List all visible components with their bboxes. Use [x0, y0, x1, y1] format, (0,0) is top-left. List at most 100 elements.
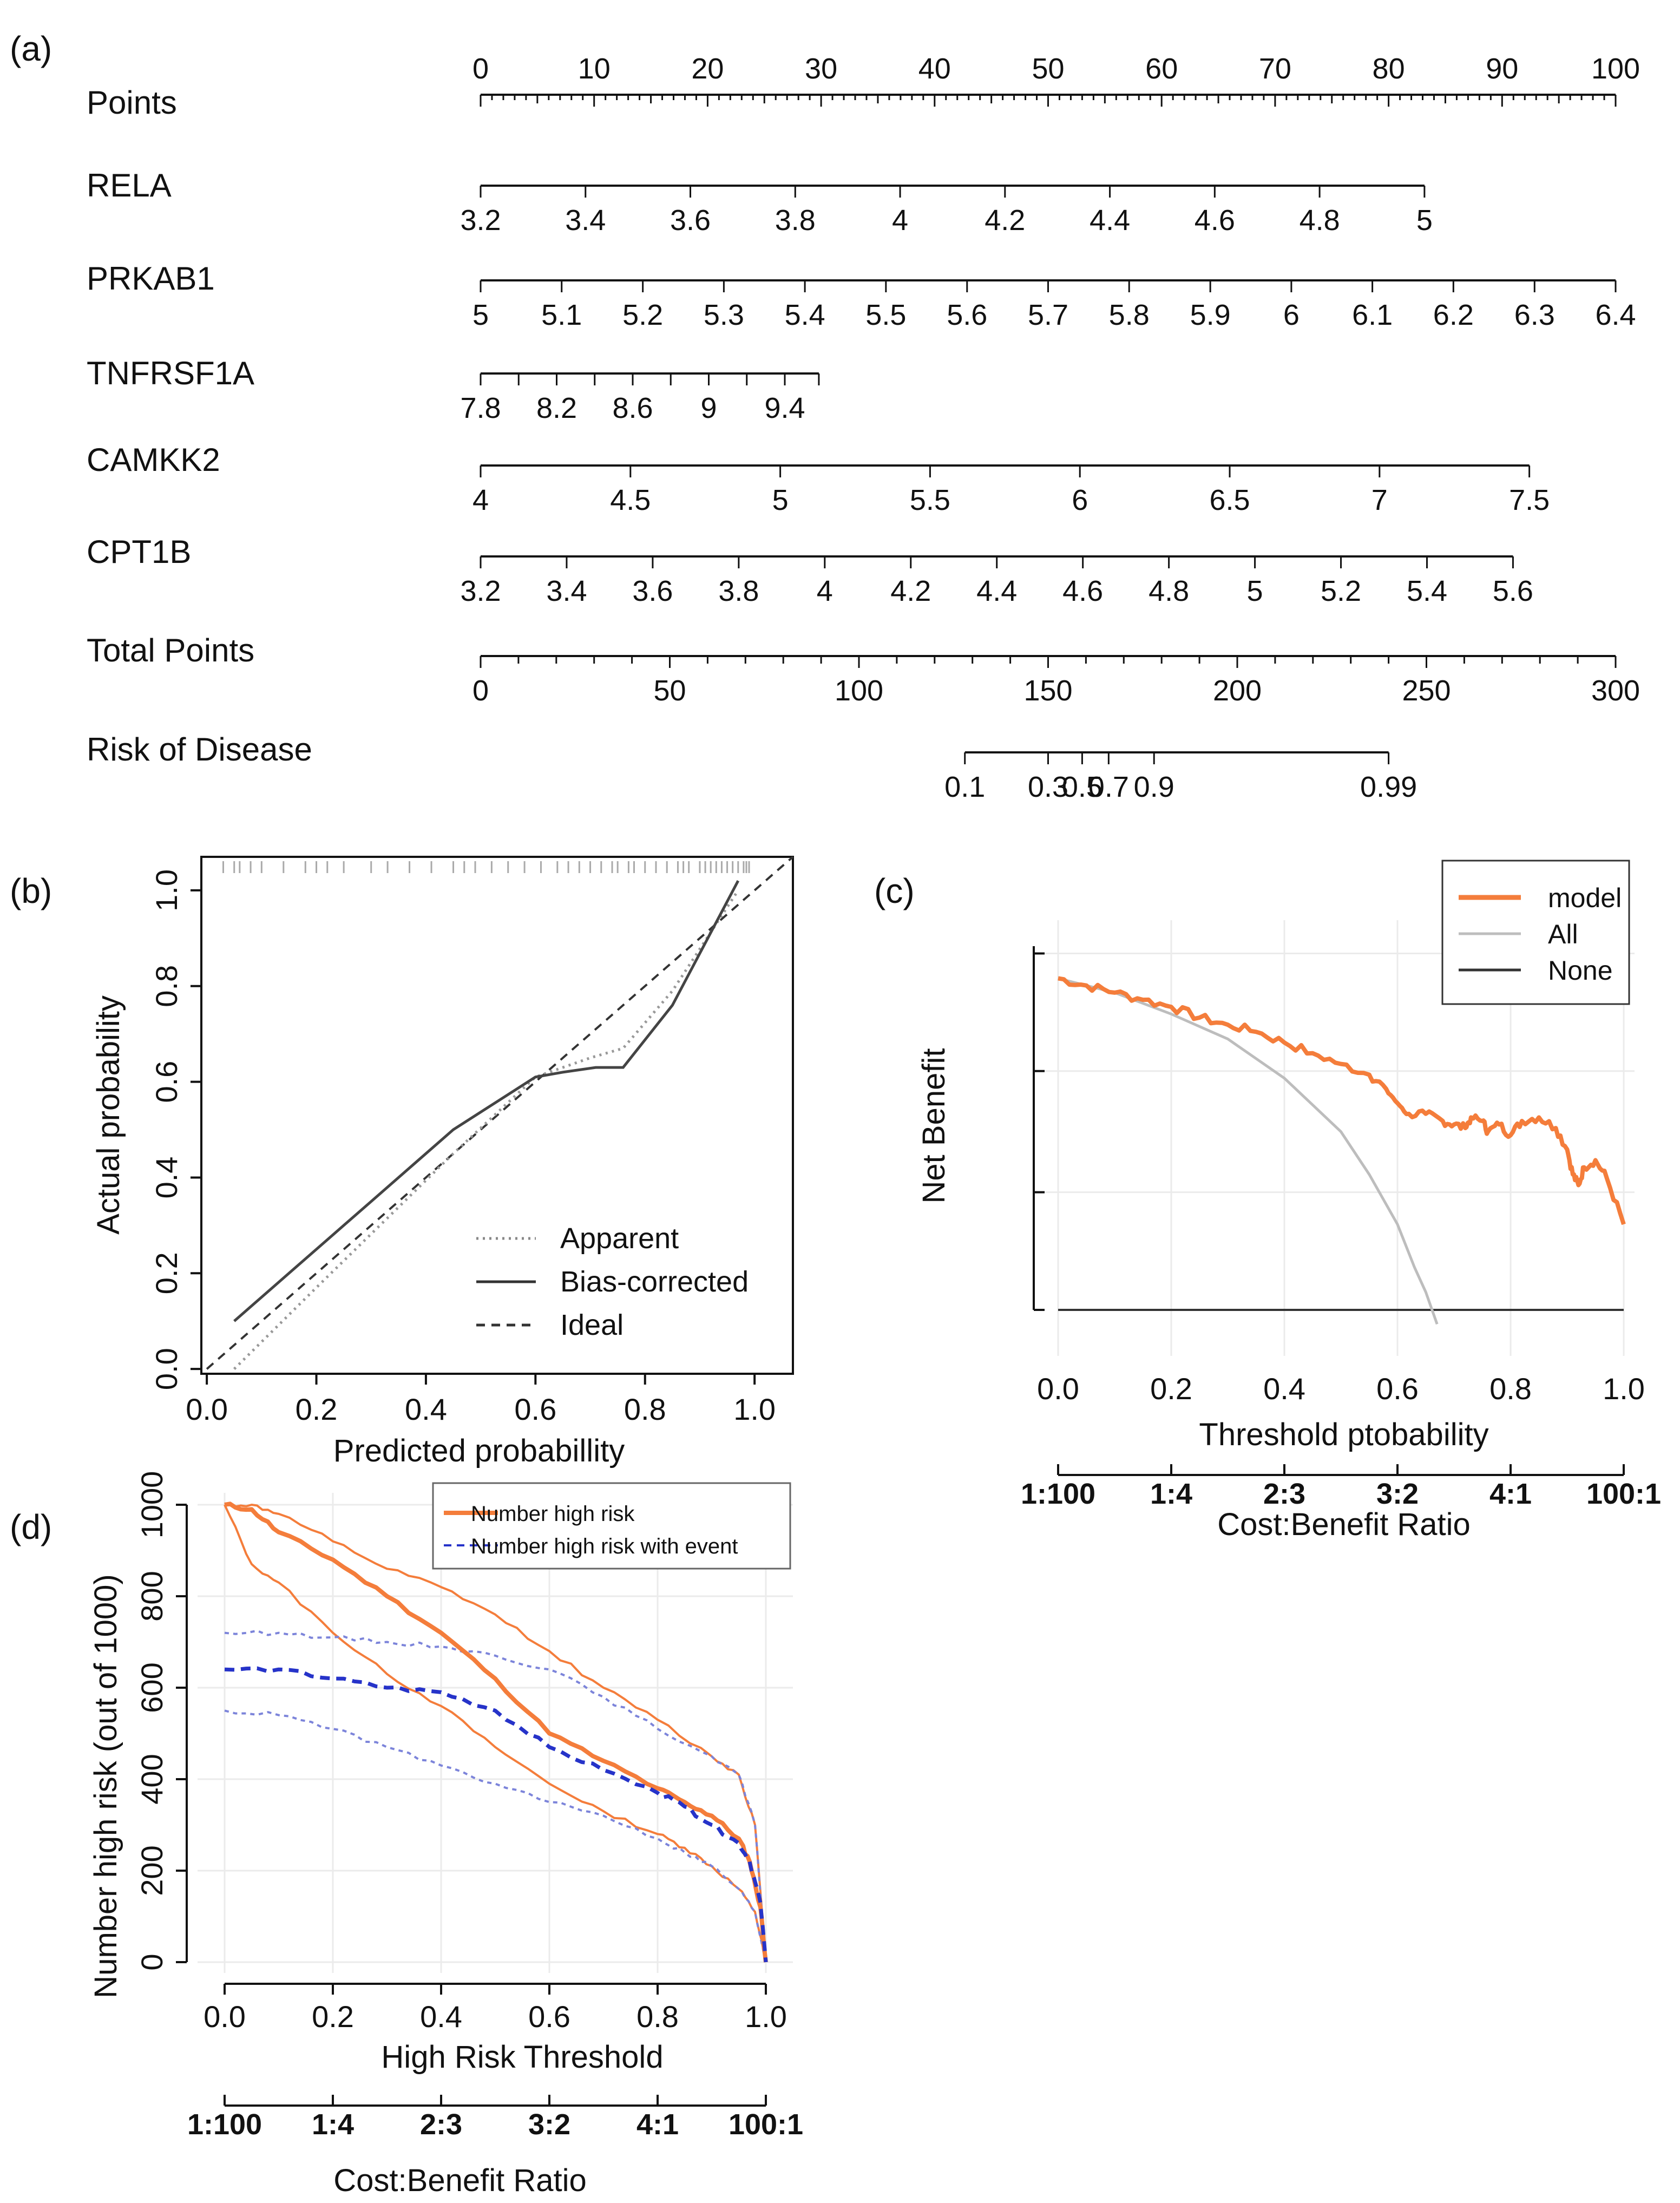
nomogram-tick-label: 60 [1145, 53, 1178, 85]
legend-none-label: None [1548, 955, 1613, 986]
nomogram-tick-label: 5 [1416, 204, 1433, 237]
nomogram-tick-label: 6.5 [1209, 484, 1250, 516]
nomogram-tick-label: 70 [1259, 53, 1291, 85]
nomogram-tick-label: 10 [578, 53, 611, 85]
nomogram-tick-label: 8.6 [612, 392, 653, 424]
panel-label-c: (c) [874, 871, 915, 910]
nomogram-tick-label: 0.3 [1028, 771, 1068, 803]
nomogram-tick-label: 5.6 [1493, 575, 1533, 607]
nomogram-tick-label: 6 [1283, 299, 1300, 331]
dca-x-ticks: 0.0 0.2 0.4 0.6 0.8 1.0 [1037, 1372, 1645, 1406]
nomogram-tick-label: 4 [892, 204, 908, 237]
x-tick-label: 0.4 [405, 1392, 447, 1426]
nomogram-tick-label: 4 [817, 575, 833, 607]
legend-high-risk-label: Number high risk [471, 1502, 635, 1526]
y-tick-label: 200 [135, 1845, 169, 1896]
ratio-tick-label: 1:100 [1021, 1478, 1095, 1510]
x-tick-label: 0.6 [528, 1999, 570, 2034]
nomogram-tick-label: 6.4 [1595, 299, 1636, 331]
high-risk-event-line [224, 1666, 768, 1963]
x-tick-label: 0.8 [636, 1999, 679, 2034]
nomogram-tick-label: 9.4 [764, 392, 805, 424]
nomogram-tick-label: 4.6 [1062, 575, 1103, 607]
x-tick-label: 0.4 [420, 1999, 462, 2034]
nomogram-tick-label: 5.5 [910, 484, 950, 516]
nomogram-tick-label: 8.2 [536, 392, 577, 424]
x-tick-label: 0.8 [1489, 1372, 1532, 1406]
ideal-line [206, 856, 794, 1370]
nomogram-tick-label: 5.3 [704, 299, 744, 331]
nomogram-tick-label: 0 [472, 53, 489, 85]
nomogram-row-name: CPT1B [87, 534, 191, 570]
cic-ratio-axis: 1:100 1:4 2:3 3:2 4:1 100:1 [187, 2095, 803, 2141]
calibration-y-label: Actual probability [91, 995, 126, 1235]
nomogram-tick-label: 4.2 [890, 575, 931, 607]
nomogram-tick-label: 3.8 [718, 575, 759, 607]
cic-x-label: High Risk Threshold [381, 2040, 663, 2075]
calibration-x-label: Predicted probabillity [333, 1433, 625, 1468]
ratio-tick-label: 1:4 [1150, 1478, 1192, 1510]
y-tick-label: 0.8 [149, 965, 183, 1007]
ratio-tick-label: 100:1 [729, 2108, 803, 2141]
cic-legend-box [432, 1482, 791, 1570]
ratio-tick-label: 2:3 [1263, 1478, 1305, 1510]
nomogram-tick-label: 3.2 [460, 575, 501, 607]
nomogram-tick-label: 6.3 [1514, 299, 1555, 331]
nomogram-tick-label: 5 [772, 484, 789, 516]
nomogram-tick-label: 4 [472, 484, 489, 516]
dca-grid [1036, 920, 1635, 1356]
dca-ratio-axis: 1:100 1:4 2:3 3:2 4:1 100:1 [1021, 1464, 1661, 1510]
clinical-impact-panel: 0.0 0.2 0.4 0.6 0.8 1.0 0 200 400 600 800 1000 High… [88, 1471, 803, 2198]
y-tick-label: 0.4 [149, 1157, 183, 1199]
x-tick-label: 0.2 [296, 1392, 338, 1426]
y-tick-label: 1.0 [149, 869, 183, 912]
dca-panel: 0.0 0.2 0.4 0.6 0.8 1.0 Threshold ptobability… [916, 860, 1661, 1542]
dca-x-label: Threshold ptobability [1199, 1417, 1488, 1452]
ratio-tick-label: 4:1 [636, 2108, 679, 2141]
calibration-lines [206, 856, 794, 1370]
dca-ratio-label: Cost:Benefit Ratio [1217, 1507, 1470, 1542]
nomogram-tick-label: 0.7 [1088, 771, 1129, 803]
dca-y-label: Net Benefit [916, 1048, 951, 1204]
nomogram-tick-label: 4.2 [985, 204, 1025, 237]
ratio-tick-label: 100:1 [1586, 1478, 1661, 1510]
y-tick-label: 0.2 [149, 1252, 183, 1294]
dca-legend: model All None [1441, 860, 1630, 1005]
dca-y-ticks [1034, 952, 1045, 1311]
nomogram-tick-label: 250 [1402, 674, 1451, 707]
nomogram-row-name: CAMKK2 [87, 442, 220, 478]
nomogram-tick-label: 3.2 [460, 204, 501, 237]
nomogram-tick-label: 5.4 [785, 299, 825, 331]
legend-bias-label: Bias-corrected [560, 1266, 749, 1298]
calibration-rug [222, 861, 750, 873]
apparent-line [233, 889, 739, 1370]
ratio-tick-label: 4:1 [1489, 1478, 1532, 1510]
legend-ideal-label: Ideal [560, 1309, 624, 1341]
nomogram-tick-label: 5 [472, 299, 489, 331]
nomogram-tick-label: 3.4 [565, 204, 606, 237]
nomogram-tick-label: 6.1 [1352, 299, 1393, 331]
nomogram-tick-label: 50 [1032, 53, 1064, 85]
nomogram-tick-label: 200 [1213, 674, 1262, 707]
nomogram-tick-label: 7 [1371, 484, 1388, 516]
calibration-plot-frame [200, 856, 794, 1375]
high-risk-lower-line [224, 1504, 767, 1963]
ratio-tick-label: 1:4 [312, 2108, 354, 2141]
nomogram-row-name: Points [87, 84, 177, 121]
nomogram-tick-label: 5.6 [947, 299, 987, 331]
x-tick-label: 0.8 [624, 1392, 666, 1426]
panel-label-a: (a) [10, 29, 52, 68]
x-tick-label: 0.2 [1150, 1372, 1192, 1406]
ratio-tick-label: 3:2 [1376, 1478, 1419, 1510]
cic-ticks: 0.0 0.2 0.4 0.6 0.8 1.0 0 200 400 600 800 1000 [135, 1471, 787, 2034]
x-tick-label: 1.0 [745, 1999, 787, 2034]
nomogram-row-name: Risk of Disease [87, 731, 312, 768]
nomogram-tick-label: 9 [700, 392, 717, 424]
nomogram-tick-label: 4.5 [610, 484, 651, 516]
all-line [1058, 977, 1439, 1325]
ratio-tick-label: 2:3 [420, 2108, 462, 2141]
bias-corrected-line [233, 880, 740, 1322]
nomogram-tick-label: 5 [1247, 575, 1263, 607]
y-tick-label: 0 [135, 1953, 169, 1970]
